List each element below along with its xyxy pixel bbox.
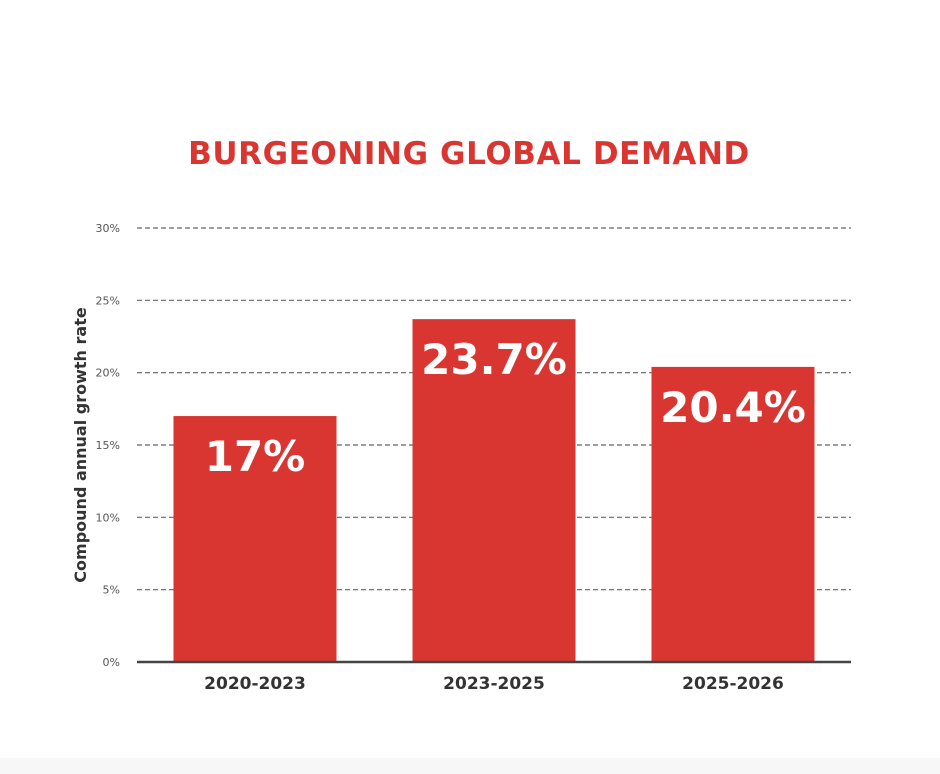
bar-data-label: 17% [205,432,306,481]
y-tick-label: 15% [96,439,120,452]
bar-data-label: 20.4% [660,383,806,432]
x-category-label: 2023-2025 [443,674,545,694]
x-category-label: 2020-2023 [204,674,306,694]
y-axis-label: Compound annual growth rate [71,307,90,583]
bottom-strip [0,758,940,774]
y-tick-label: 20% [96,367,120,380]
bar [651,366,815,662]
bar [412,319,576,662]
y-tick-label: 30% [96,222,120,235]
y-tick-label: 5% [103,584,120,597]
bar [173,416,337,662]
bar-data-label: 23.7% [421,335,567,384]
y-tick-label: 0% [103,656,120,669]
chart-title: BURGEONING GLOBAL DEMAND [188,136,750,172]
x-category-label: 2025-2026 [682,674,784,694]
y-tick-label: 25% [96,294,120,307]
y-tick-label: 10% [96,511,120,524]
